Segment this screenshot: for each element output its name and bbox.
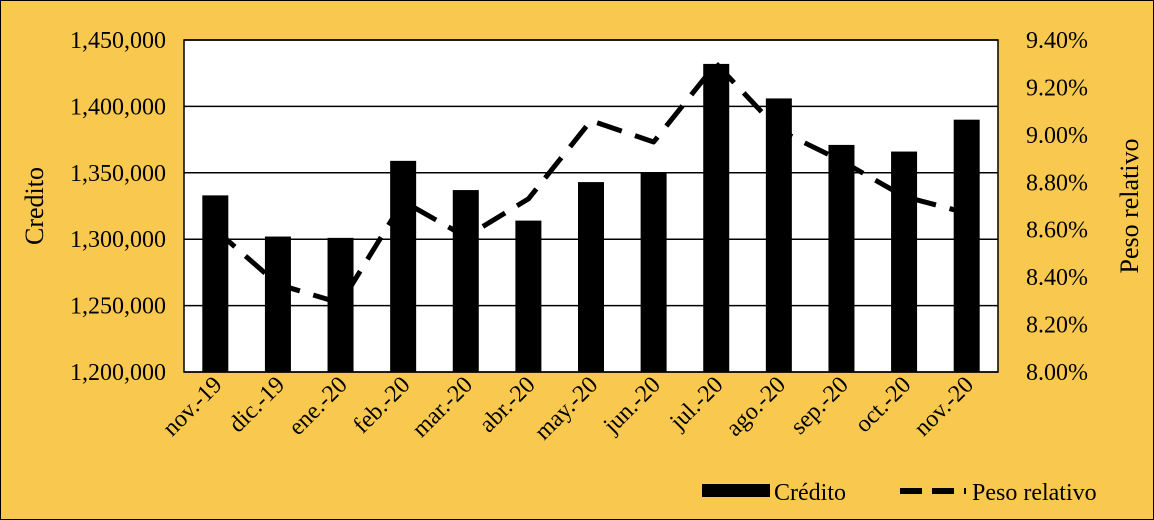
bar-credito (953, 119, 980, 373)
y-tick-label: 1,250,000 (70, 294, 166, 320)
y-tick-label: 1,200,000 (70, 360, 166, 386)
y-tick-label: 1,300,000 (70, 227, 166, 253)
y2-axis-ticks: 8.00% 8.20% 8.40% 8.60% 8.80% 9.00% 9.20% 9.40% (1026, 28, 1088, 386)
bar-credito (578, 182, 604, 372)
y2-tick-label: 8.80% (1026, 170, 1088, 196)
y2-tick-label: 8.60% (1026, 218, 1088, 244)
y-axis-label: Credito (20, 167, 49, 245)
bar-series (202, 63, 980, 373)
y-tick-label: 1,350,000 (70, 161, 166, 187)
bar-credito (390, 160, 417, 372)
bar-credito (703, 63, 730, 373)
legend-label-peso: Peso relativo (972, 480, 1097, 506)
y-tick-label: 1,400,000 (70, 94, 166, 120)
y2-tick-label: 8.20% (1026, 313, 1088, 339)
y-tick-label: 1,450,000 (70, 28, 166, 54)
bar-credito (515, 220, 542, 372)
y-axis-ticks: 1,200,000 1,250,000 1,300,000 1,350,000 1,40… (70, 28, 166, 386)
legend-label-credito: Crédito (774, 480, 846, 506)
line-series (213, 61, 968, 306)
legend: Crédito Peso relativo (702, 480, 1097, 506)
bar-credito (640, 172, 667, 372)
plot-border (183, 39, 999, 373)
y2-tick-label: 9.40% (1026, 28, 1088, 54)
bar-credito (891, 151, 918, 372)
y2-tick-label: 8.00% (1026, 360, 1088, 386)
y2-tick-label: 8.40% (1026, 265, 1088, 291)
y2-tick-label: 9.00% (1026, 123, 1088, 149)
bar-credito (327, 237, 354, 372)
legend-swatch-credito (702, 484, 770, 497)
bar-credito (828, 144, 855, 372)
bar-credito (202, 195, 229, 372)
y2-axis-label: Peso relativo (1115, 138, 1144, 273)
line-peso-relativo (213, 61, 968, 306)
bar-credito (765, 98, 792, 372)
bar-credito (452, 190, 479, 372)
y2-tick-label: 9.20% (1026, 75, 1088, 101)
bar-credito (264, 236, 291, 372)
